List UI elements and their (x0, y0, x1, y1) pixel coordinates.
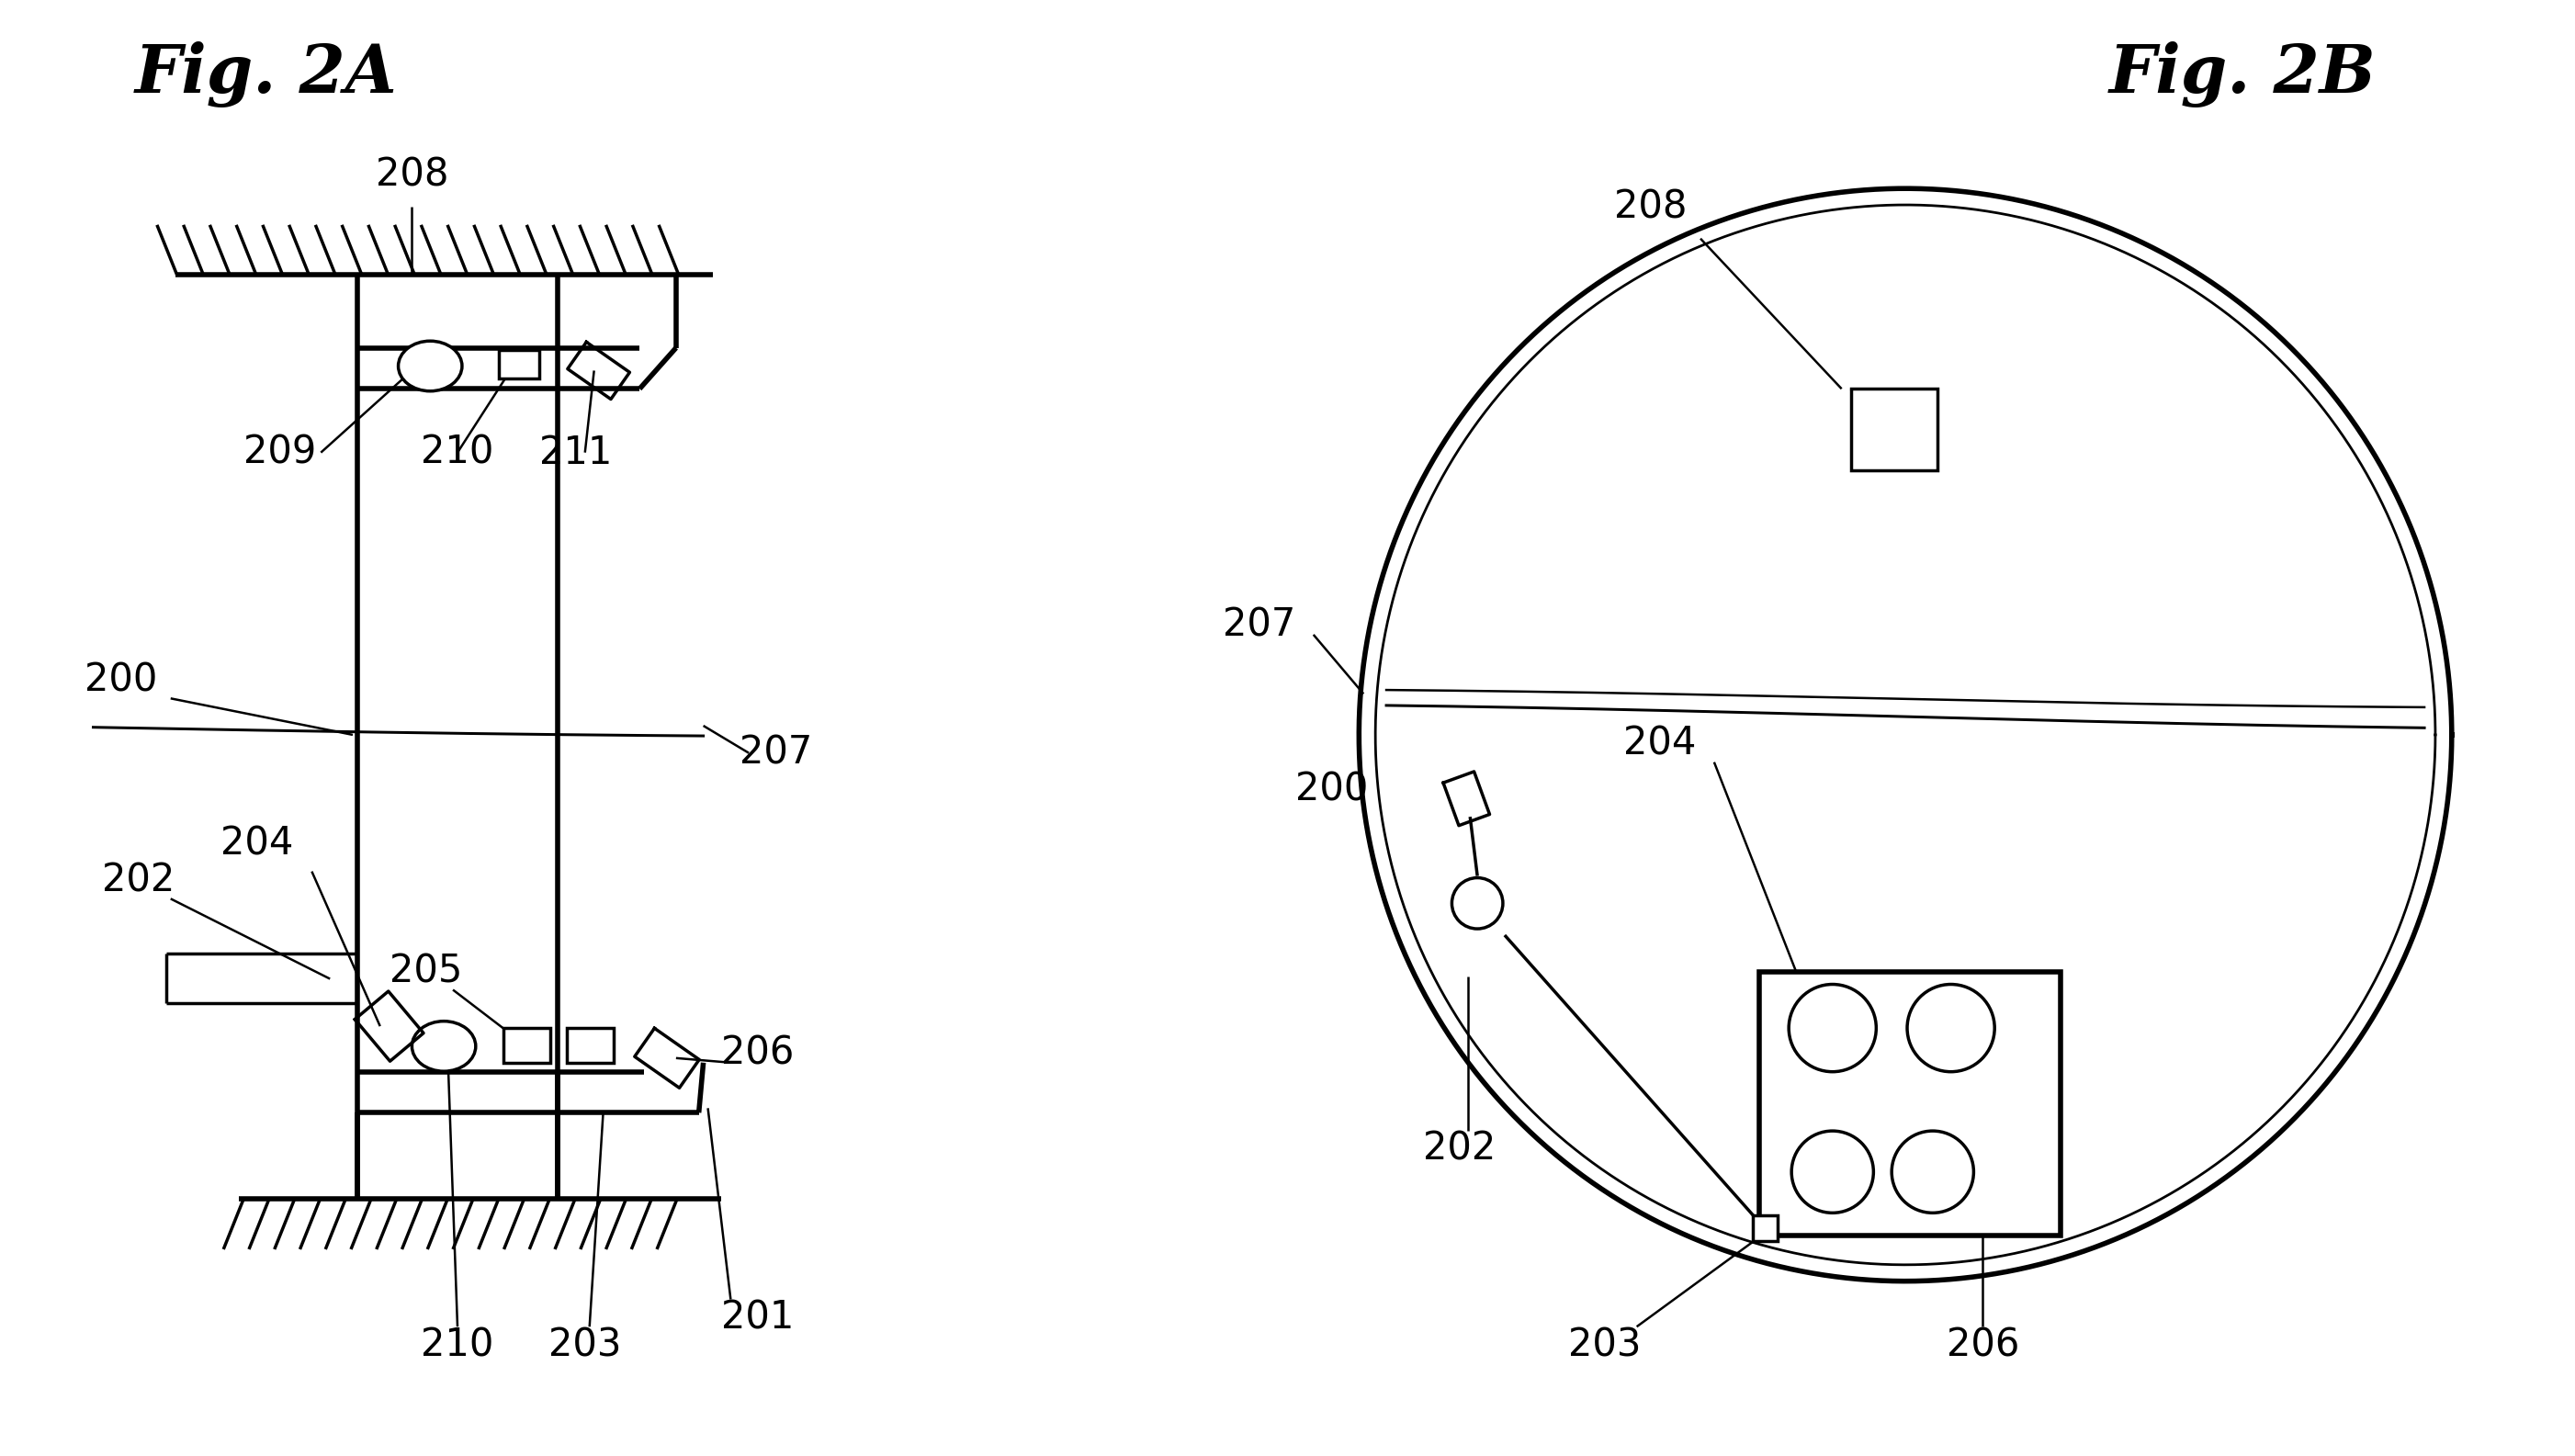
Text: 200: 200 (1295, 770, 1367, 808)
Bar (1759, 971, 2060, 1236)
Text: 207: 207 (1223, 606, 1295, 645)
Text: 206: 206 (1947, 1325, 2019, 1364)
Circle shape (1792, 1131, 1875, 1213)
Text: 211: 211 (538, 434, 613, 472)
Text: 202: 202 (103, 862, 175, 900)
Bar (500, 349, 538, 379)
Circle shape (1893, 1131, 1972, 1213)
Text: 210: 210 (422, 434, 494, 472)
Text: 210: 210 (422, 1325, 494, 1364)
Text: Fig. 2A: Fig. 2A (134, 42, 397, 108)
Circle shape (1790, 984, 1877, 1072)
Circle shape (1908, 984, 1996, 1072)
Text: 204: 204 (221, 824, 294, 863)
Text: 204: 204 (1622, 725, 1697, 763)
Circle shape (1452, 878, 1504, 929)
Text: 200: 200 (85, 661, 157, 699)
Text: 206: 206 (721, 1034, 796, 1073)
Text: Fig. 2B: Fig. 2B (2109, 42, 2377, 108)
Text: 201: 201 (721, 1299, 796, 1337)
Bar (1754, 1216, 1777, 1241)
Text: 205: 205 (389, 952, 461, 992)
Text: 202: 202 (1424, 1130, 1496, 1168)
Bar (566, 1028, 613, 1063)
Text: 203: 203 (1568, 1325, 1640, 1364)
Text: 208: 208 (376, 156, 448, 194)
Ellipse shape (412, 1021, 476, 1072)
Text: 203: 203 (548, 1325, 621, 1364)
Ellipse shape (399, 341, 461, 392)
Text: 209: 209 (245, 434, 317, 472)
Text: 207: 207 (739, 734, 814, 772)
Bar (1851, 389, 1936, 470)
Bar (502, 1028, 551, 1063)
Text: 208: 208 (1615, 188, 1687, 226)
